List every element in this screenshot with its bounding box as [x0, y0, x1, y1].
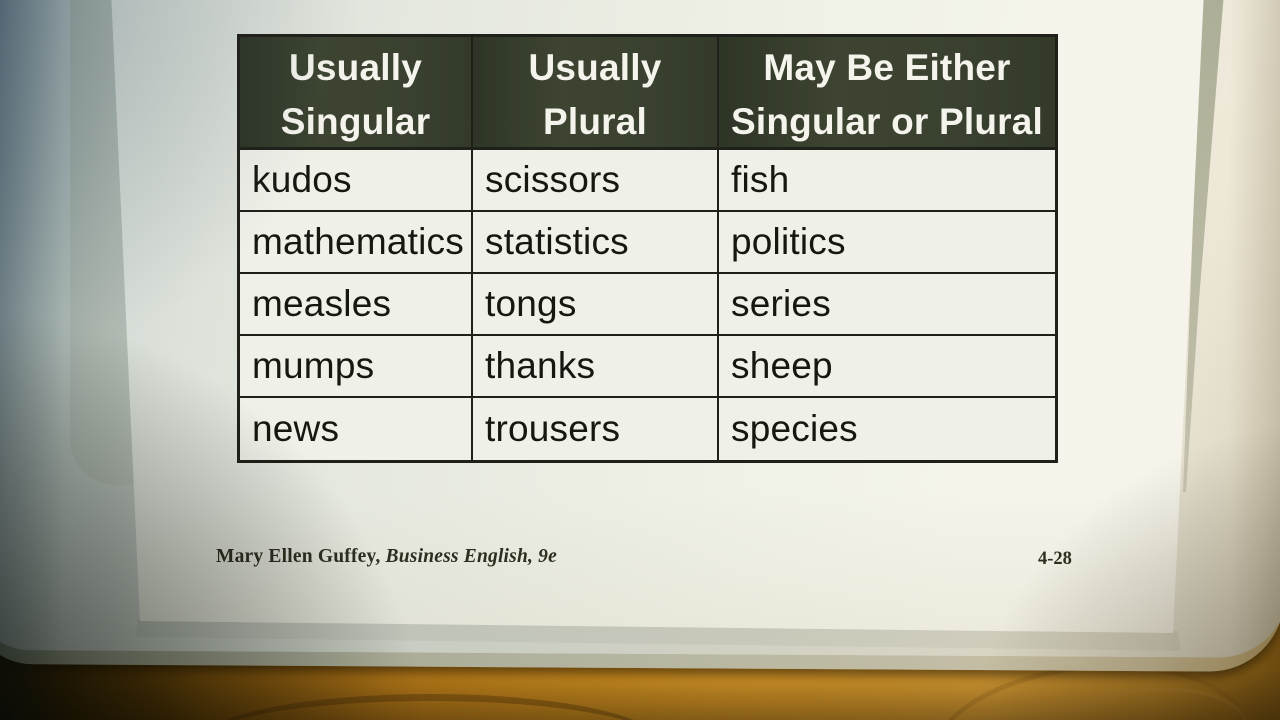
table-row: mumps thanks sheep — [240, 336, 1055, 398]
table-cell: series — [719, 274, 1055, 336]
noun-plurality-table: Usually Singular Usually Plural May Be E… — [237, 34, 1058, 463]
table-cell: scissors — [473, 150, 719, 212]
table-cell: thanks — [473, 336, 719, 398]
table-cell: fish — [719, 150, 1055, 212]
table-header-row: Usually Singular Usually Plural May Be E… — [240, 37, 1055, 150]
table-cell: mumps — [240, 336, 473, 398]
table-cell: trousers — [473, 398, 719, 460]
credit-author: Mary Ellen Guffey, — [216, 546, 386, 567]
credit-book-title: Business English, 9e — [385, 546, 557, 567]
table-cell: species — [731, 408, 858, 449]
table-cell: tongs — [473, 274, 719, 336]
table-cell: politics — [719, 212, 1055, 274]
table-header-cell-usually-singular: Usually Singular — [240, 37, 473, 150]
credit-text: Mary Ellen Guffey, Business English, 9e — [216, 546, 557, 568]
table-row: measles tongs series — [240, 274, 1055, 336]
table-row: kudos scissors fish — [240, 150, 1055, 212]
table-cell: statistics — [473, 212, 719, 274]
table-cell: sheep — [719, 336, 1055, 398]
table-header-cell-usually-plural: Usually Plural — [473, 37, 719, 150]
table-cell: news — [240, 398, 473, 460]
table-cell: kudos — [240, 150, 473, 212]
table-header-cell-either: May Be Either Singular or Plural — [719, 37, 1055, 150]
page-number: 4-28 — [1038, 549, 1072, 569]
table-cell: mathematics — [240, 212, 473, 274]
table-row: news trousers species — [240, 398, 1055, 460]
table-cell: measles — [240, 274, 473, 336]
table-row: mathematics statistics politics — [240, 212, 1055, 274]
